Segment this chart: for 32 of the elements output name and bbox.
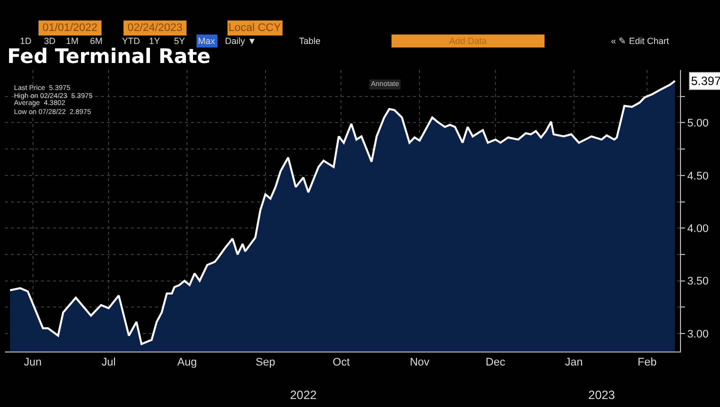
annotation: 5.397 bbox=[691, 74, 720, 88]
y-tick-label: 4.00 bbox=[687, 222, 709, 235]
text: Table bbox=[299, 36, 321, 46]
text: 01/01/2022 bbox=[42, 22, 98, 34]
x2-tick-label: 2022 bbox=[290, 388, 317, 402]
y-tick-label: 5.00 bbox=[687, 118, 709, 130]
text: Local CCY bbox=[228, 22, 282, 34]
x-tick-label: Oct bbox=[332, 356, 350, 369]
text: 1M bbox=[66, 36, 79, 46]
text: 1Y bbox=[149, 36, 160, 46]
text: 5Y bbox=[174, 36, 186, 46]
text: 02/24/2023 bbox=[127, 22, 183, 34]
text: 3D bbox=[44, 36, 56, 46]
x-tick-label: Dec bbox=[486, 356, 506, 369]
text: Daily ▼ bbox=[225, 36, 256, 46]
x2-tick-label: 2023 bbox=[588, 388, 616, 402]
y-tick-label: 4.50 bbox=[687, 170, 709, 182]
x-tick-label: Aug bbox=[177, 356, 197, 369]
y-tick-label: 3.00 bbox=[687, 328, 709, 340]
text: YTD bbox=[122, 36, 140, 46]
text: Max bbox=[198, 36, 216, 46]
text: 6M bbox=[90, 36, 103, 46]
text: « ✎ Edit Chart bbox=[611, 36, 670, 46]
x-tick-label: Nov bbox=[410, 356, 430, 369]
y-tick-label: 3.50 bbox=[687, 276, 709, 288]
text: 1D bbox=[20, 36, 32, 46]
chart-title: Fed Terminal Rate bbox=[7, 44, 211, 68]
x-tick-label: Jun bbox=[24, 356, 42, 369]
x-tick-label: Jul bbox=[102, 356, 116, 369]
x-tick-label: Sep bbox=[256, 356, 276, 369]
x-tick-label: Jan bbox=[564, 356, 583, 369]
x-tick-label: Feb bbox=[638, 356, 657, 369]
